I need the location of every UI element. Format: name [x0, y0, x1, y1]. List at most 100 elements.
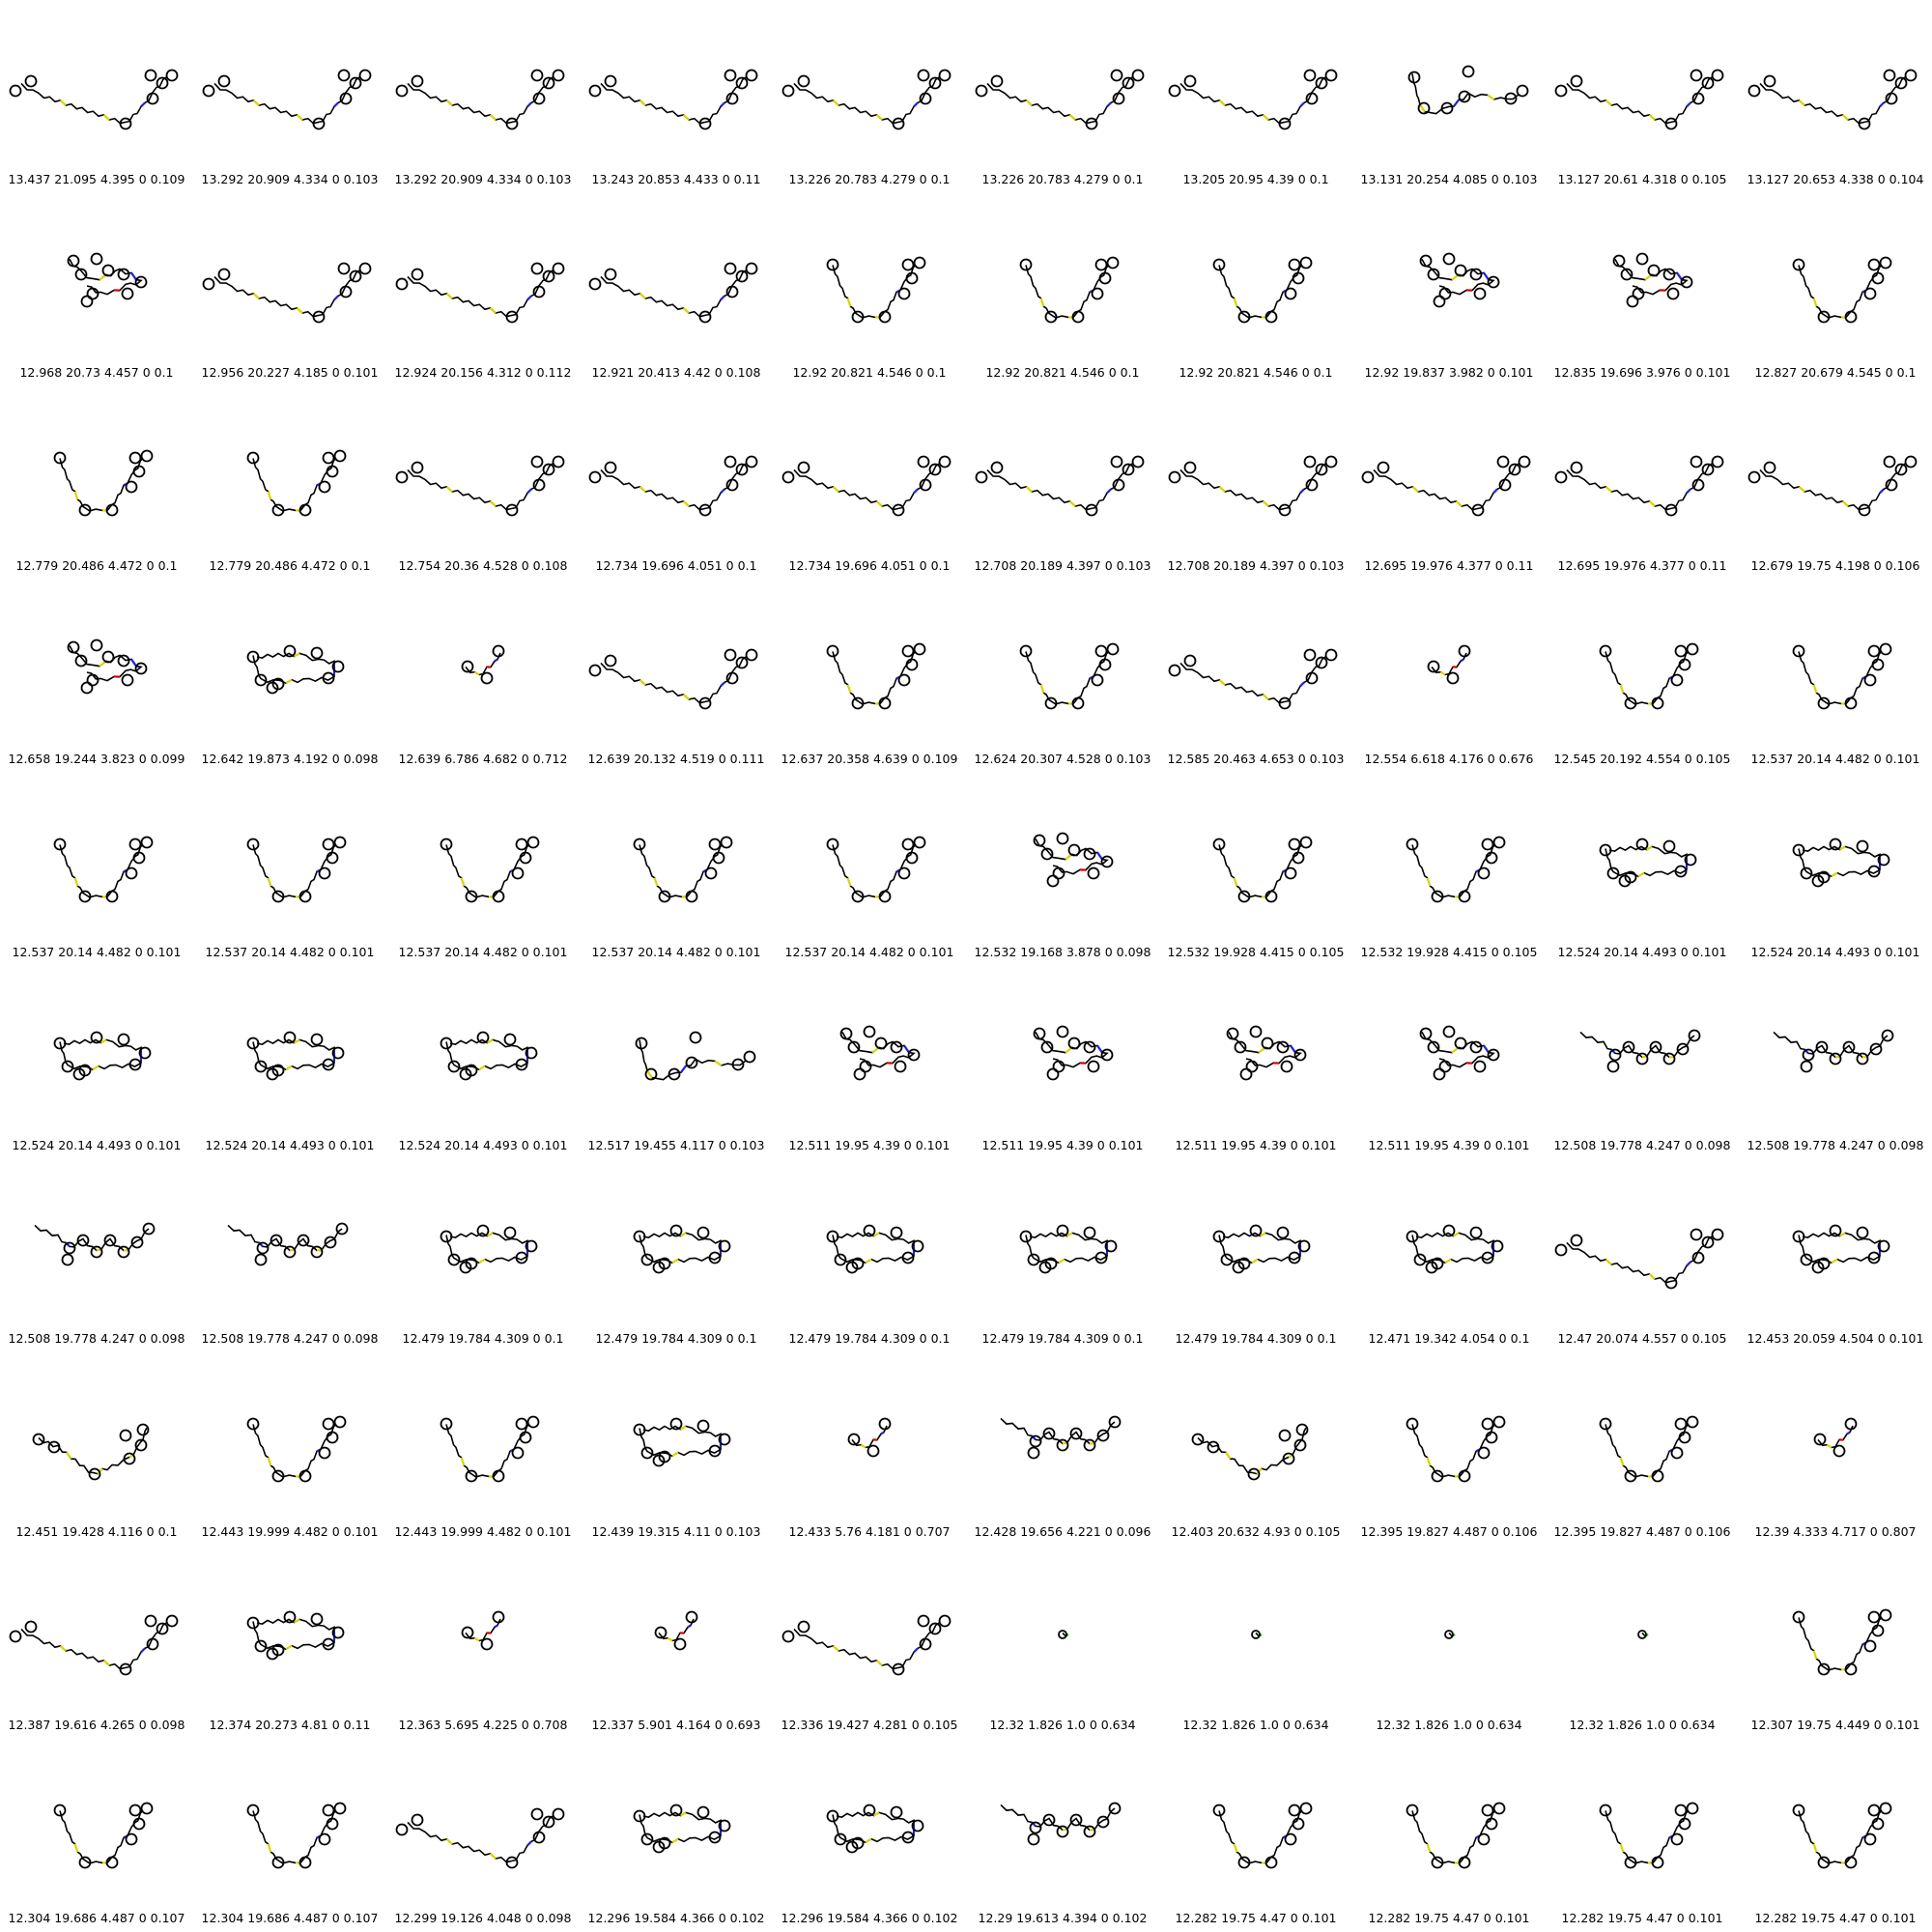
heteroatom-bond — [860, 1443, 867, 1449]
aromatic-ring — [511, 867, 525, 880]
molecule-backbone — [600, 76, 747, 125]
heteroatom-bond — [639, 293, 646, 299]
aromatic-ring — [1844, 1856, 1858, 1869]
aromatic-ring — [1622, 1040, 1635, 1054]
heteroatom-bond — [880, 1431, 885, 1435]
aromatic-ring — [312, 117, 326, 130]
heteroatom-bond — [1812, 684, 1818, 694]
aromatic-ring — [712, 851, 725, 865]
aromatic-ring — [105, 1856, 119, 1869]
aromatic-ring — [1867, 1610, 1881, 1624]
aromatic-ring — [146, 92, 159, 105]
molecule-structure — [227, 1222, 349, 1266]
molecule-cell: 13.226 20.783 4.279 0 0.1 — [773, 0, 966, 193]
molecule-caption: 12.47 20.074 4.557 0 0.105 — [1557, 1331, 1727, 1346]
molecule-structure — [1427, 644, 1471, 685]
heteroatom-bond — [1233, 298, 1238, 307]
aromatic-ring — [1280, 1060, 1293, 1073]
aromatic-ring — [1676, 1042, 1690, 1056]
aromatic-ring — [1220, 1253, 1234, 1266]
molecule-backbone — [986, 76, 1133, 125]
molecule-cell: 12.304 19.686 4.487 0 0.107 — [193, 1739, 386, 1932]
heteroatom-bond — [679, 1232, 687, 1237]
molecule-backbone — [227, 1224, 343, 1252]
aromatic-ring — [125, 1833, 138, 1846]
molecule-structure — [202, 262, 372, 324]
aromatic-ring — [1885, 92, 1898, 105]
aromatic-ring — [1691, 1251, 1705, 1264]
molecule-caption: 12.387 19.616 4.265 0 0.098 — [8, 1718, 185, 1732]
molecule-structure — [440, 836, 540, 903]
molecule-structure — [1019, 256, 1120, 324]
molecule-structure — [1168, 69, 1338, 130]
aromatic-ring — [1471, 503, 1485, 517]
aromatic-ring — [588, 664, 602, 677]
heteroatom-bond — [720, 295, 725, 301]
heteroatom-bond — [1452, 1232, 1460, 1237]
molecule-cell: 12.554 6.618 4.176 0 0.676 — [1352, 580, 1546, 773]
molecule-structure — [654, 1610, 698, 1651]
molecule-structure — [1226, 1025, 1307, 1081]
aromatic-ring — [1305, 92, 1319, 105]
aromatic-ring — [1104, 1239, 1118, 1253]
aromatic-ring — [90, 252, 103, 266]
aromatic-ring — [743, 1050, 756, 1064]
heteroatom-bond — [1439, 670, 1446, 676]
molecule-caption: 12.956 20.227 4.185 0 0.101 — [201, 365, 379, 380]
heteroatom-bond — [102, 1660, 110, 1666]
molecule-structure — [826, 642, 926, 710]
aromatic-ring — [1635, 252, 1649, 266]
molecule-backbone — [59, 457, 144, 512]
heteroatom-bond — [333, 101, 339, 108]
aromatic-ring — [826, 258, 839, 271]
heteroatom-bond — [875, 1660, 883, 1666]
heteroatom-bond — [296, 307, 303, 314]
aromatic-ring — [532, 92, 546, 105]
heteroatom-bond — [1838, 1232, 1846, 1237]
aromatic-ring — [1027, 1446, 1040, 1460]
molecule-cell: 12.282 19.75 4.47 0 0.101 — [1159, 1739, 1352, 1932]
molecule-cell: 12.453 20.059 4.504 0 0.101 — [1739, 1159, 1932, 1352]
molecule-caption: 12.524 20.14 4.493 0 0.101 — [1557, 945, 1727, 959]
aromatic-ring — [1883, 455, 1896, 469]
heteroatom-bond — [1426, 1457, 1432, 1466]
aromatic-ring — [874, 1037, 888, 1050]
molecule-cell: 12.39 4.333 4.717 0 0.807 — [1739, 1352, 1932, 1546]
molecule-structure — [9, 69, 179, 130]
molecule-cell: 12.363 5.695 4.225 0 0.708 — [386, 1546, 580, 1739]
aromatic-ring — [1747, 84, 1761, 98]
aromatic-ring — [1444, 1630, 1454, 1639]
aromatic-ring — [1867, 1804, 1881, 1817]
aromatic-ring — [696, 1419, 710, 1433]
heteroatom-bond — [1838, 845, 1846, 851]
aromatic-ring — [708, 1444, 722, 1458]
aromatic-ring — [202, 277, 215, 291]
aromatic-ring — [32, 1433, 45, 1446]
aromatic-ring — [1276, 1226, 1290, 1239]
molecule-caption: 13.131 20.254 4.085 0 0.103 — [1360, 172, 1538, 186]
aromatic-ring — [1085, 503, 1098, 517]
aromatic-ring — [505, 117, 519, 130]
heteroatom-bond — [1826, 1443, 1833, 1449]
heteroatom-bond — [720, 681, 725, 688]
heteroatom-bond — [671, 1837, 679, 1844]
heteroatom-bond — [872, 1232, 880, 1237]
aromatic-ring — [1303, 648, 1317, 662]
aromatic-ring — [461, 1626, 474, 1639]
heteroatom-bond — [913, 101, 919, 108]
aromatic-ring — [1431, 890, 1444, 903]
heteroatom-bond — [667, 1636, 673, 1642]
aromatic-ring — [1487, 1048, 1500, 1062]
molecule-caption: 12.532 19.928 4.415 0 0.105 — [1167, 945, 1345, 959]
aromatic-ring — [1904, 455, 1918, 469]
aromatic-ring — [283, 1245, 297, 1259]
aromatic-ring — [132, 851, 146, 865]
molecule-structure — [246, 1802, 347, 1869]
heteroatom-bond — [913, 488, 919, 495]
aromatic-ring — [708, 1831, 722, 1844]
aromatic-ring — [1858, 117, 1871, 130]
aromatic-ring — [1212, 1230, 1226, 1243]
aromatic-ring — [1106, 642, 1120, 656]
molecule-caption: 12.439 19.315 4.11 0 0.103 — [591, 1524, 761, 1539]
aromatic-ring — [1315, 656, 1328, 669]
